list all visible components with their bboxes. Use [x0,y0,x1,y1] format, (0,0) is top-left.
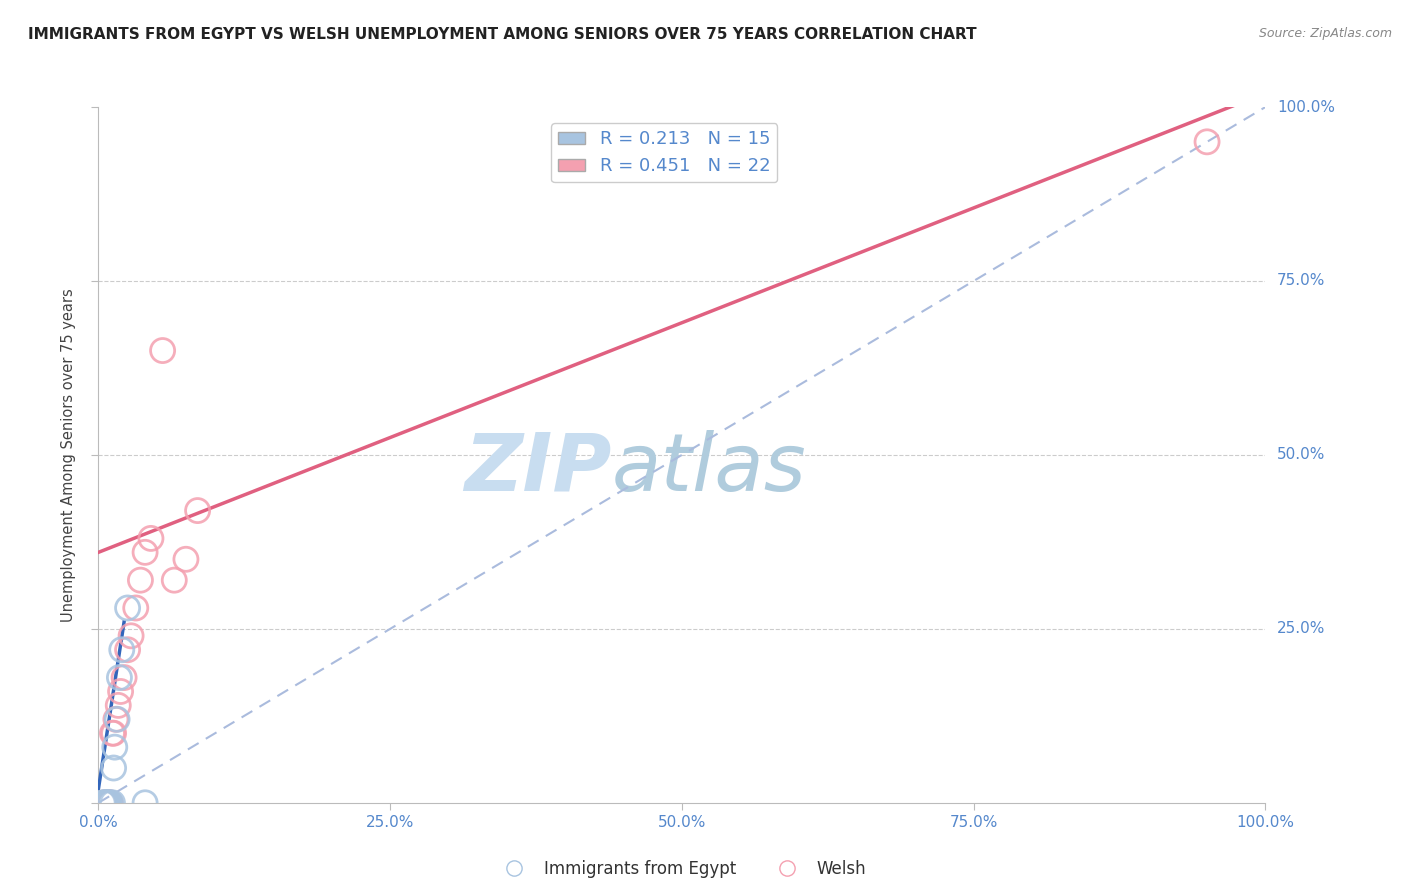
Point [98,796,121,810]
Text: ZIP: ZIP [464,430,612,508]
Text: Source: ZipAtlas.com: Source: ZipAtlas.com [1258,27,1392,40]
Point [125,601,148,615]
Text: 25.0%: 25.0% [1277,622,1326,636]
Point [94,796,117,810]
Point [134,545,156,559]
Point [129,573,152,587]
Point [96,796,118,810]
Point [111,642,134,657]
Point [93,796,115,810]
Point [101,726,124,740]
Point [103,761,125,775]
Point [103,726,125,740]
Point [120,629,142,643]
Point [96,796,118,810]
Legend: Immigrants from Egypt, Welsh: Immigrants from Egypt, Welsh [491,854,873,885]
Point [117,601,139,615]
Point [104,740,127,755]
Point [107,698,129,713]
Point [97,796,120,810]
Point [97,796,120,810]
Y-axis label: Unemployment Among Seniors over 75 years: Unemployment Among Seniors over 75 years [60,288,76,622]
Text: IMMIGRANTS FROM EGYPT VS WELSH UNEMPLOYMENT AMONG SENIORS OVER 75 YEARS CORRELAT: IMMIGRANTS FROM EGYPT VS WELSH UNEMPLOYM… [28,27,977,42]
Point [93,796,115,810]
Point [117,642,139,657]
Point [1195,135,1218,149]
Point [97,796,120,810]
Point [110,684,132,698]
Text: 75.0%: 75.0% [1277,274,1326,288]
Point [139,532,162,546]
Text: 100.0%: 100.0% [1277,100,1336,114]
Text: atlas: atlas [612,430,807,508]
Point [98,796,121,810]
Point [152,343,174,358]
Point [101,796,124,810]
Point [97,796,120,810]
Point [104,712,127,726]
Point [108,671,131,685]
Text: 50.0%: 50.0% [1277,448,1326,462]
Point [163,573,186,587]
Point [105,712,128,726]
Point [112,671,135,685]
Point [187,503,209,517]
Point [134,796,156,810]
Point [91,796,114,810]
Point [174,552,197,566]
